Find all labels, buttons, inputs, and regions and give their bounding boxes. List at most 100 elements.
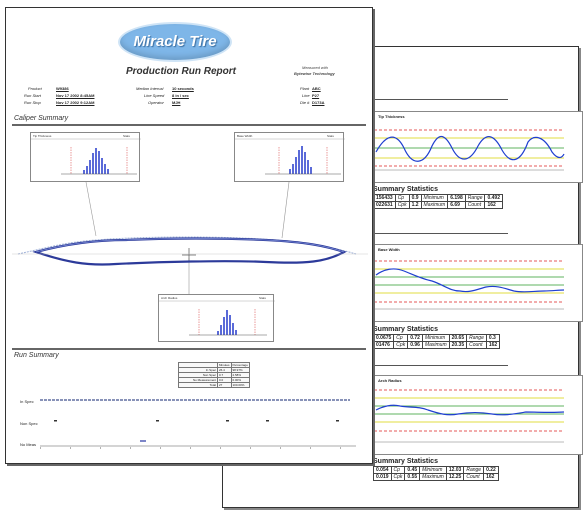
table-cell: 6.198 xyxy=(447,194,466,202)
histogram-state: Stats xyxy=(123,134,130,138)
line-speed-label: Line Speed xyxy=(144,93,165,98)
table-row: Non Spec 0.7 2.58% xyxy=(178,372,250,378)
table-cell: Percentage xyxy=(230,362,250,368)
stats-title: Summary Statistics xyxy=(373,458,438,465)
stats-title: Summary Statistics xyxy=(373,326,438,333)
axis-label-in-spec: In Spec xyxy=(20,399,34,404)
table-cell: Maximum xyxy=(420,201,449,209)
median-value: 10 seconds xyxy=(172,86,194,91)
table-cell: Cpk xyxy=(390,473,406,481)
histogram-name: Tip Thickness xyxy=(33,134,52,138)
table-cell: Range xyxy=(464,194,486,202)
table-cell: 20.35 xyxy=(448,341,468,349)
tip-thickness-histogram: Tip Thickness Stats xyxy=(30,132,141,182)
chart-title: Arch Radius xyxy=(378,378,402,383)
table-cell: 100.00% xyxy=(230,382,250,388)
stats-title: Summary Statistics xyxy=(373,186,438,193)
base-width-stats: 0.0675 Cp 0.72 Minimum 20.65 Range 0.3 0… xyxy=(372,334,501,349)
table-cell: Minimum xyxy=(420,194,449,202)
table-cell: 022631 xyxy=(373,201,396,209)
table-cell: Cp xyxy=(390,466,406,474)
product-label: Product xyxy=(28,86,42,91)
axis-label-non-spec: Non Spec xyxy=(20,421,38,426)
histogram-name: Arch Radius xyxy=(161,296,178,300)
arch-radius-trend xyxy=(374,389,565,443)
line-label: Line xyxy=(302,93,310,98)
operator-value: MJH xyxy=(172,100,181,105)
table-row: 0.054 Cp 0.45 Minimum 12.03 Range 0.22 xyxy=(373,466,499,474)
section-divider xyxy=(368,99,508,100)
table-cell: 01476 xyxy=(372,341,395,349)
table-cell: Minutes xyxy=(217,362,232,368)
line-speed-value: 8 in / sec xyxy=(172,93,189,98)
section-divider xyxy=(12,348,366,350)
table-cell: 0.019 xyxy=(373,473,392,481)
table-cell: 0.0675 xyxy=(372,334,395,342)
table-row: No Measurement 0.0 0.00% xyxy=(178,377,250,383)
run-start-label: Run Start xyxy=(24,93,41,98)
base-width-trend xyxy=(374,260,565,310)
chart-title: Tip Thickness xyxy=(378,114,405,119)
table-cell: 0.3 xyxy=(485,334,501,342)
run-start-value: Nov 17 2002 8:45AM xyxy=(56,93,95,98)
product-value: W9386 xyxy=(56,86,69,91)
table-cell: Cp xyxy=(394,194,410,202)
table-cell: Range xyxy=(463,466,485,474)
histogram-state: Stats xyxy=(327,134,334,138)
base-width-chart: Base Width xyxy=(373,244,583,322)
table-cell: Cp xyxy=(393,334,409,342)
operator-label: Operator xyxy=(148,100,164,105)
table-row: 01476 Cpk 0.96 Maximum 20.35 Count 162 xyxy=(372,341,501,349)
tire-profile-diagram xyxy=(12,181,368,294)
table-cell: Range xyxy=(466,334,487,342)
histogram-bars xyxy=(31,138,141,175)
table-cell: Minimum xyxy=(421,334,450,342)
measured-tech-label: Bytewise Technology xyxy=(294,71,335,76)
tip-thickness-chart: Tip Thickness xyxy=(373,111,583,183)
table-cell: 20.65 xyxy=(448,334,468,342)
table-cell: 162 xyxy=(483,473,499,481)
run-status-timeline xyxy=(40,399,356,449)
tip-thickness-trend xyxy=(374,129,565,171)
histogram-name: Base Width xyxy=(237,134,253,138)
plant-label: Plant xyxy=(300,86,310,91)
die-label: Die # xyxy=(300,100,310,105)
table-cell: 1.2 xyxy=(408,201,422,209)
table-cell: 156433 xyxy=(373,194,396,202)
section-divider xyxy=(368,365,508,366)
table-row: 022631 Cpk 1.2 Maximum 6.69 Count 162 xyxy=(373,201,503,209)
caliper-summary-title: Caliper Summary xyxy=(14,115,69,122)
table-cell: 6.69 xyxy=(447,201,466,209)
table-row: 156433 Cp 0.9 Minimum 6.198 Range 0.492 xyxy=(373,194,503,202)
axis-label-no-meas: No Meas xyxy=(20,442,37,447)
chart-title: Base Width xyxy=(378,247,400,252)
table-cell: 0.492 xyxy=(484,194,503,202)
table-cell: Minimum xyxy=(419,466,447,474)
tip-thickness-stats: 156433 Cp 0.9 Minimum 6.198 Range 0.492 … xyxy=(373,194,503,209)
measured-with-label: Measured with xyxy=(302,65,329,70)
run-summary-title: Run Summary xyxy=(14,352,59,359)
die-value: D173A xyxy=(312,100,325,105)
logo-text: Miracle Tire xyxy=(133,33,217,50)
table-cell: Cpk xyxy=(393,341,409,349)
table-cell: Cpk xyxy=(394,201,410,209)
line-value: P27 xyxy=(312,93,320,98)
table-cell: Maximum xyxy=(419,473,447,481)
table-row: 0.0675 Cp 0.72 Minimum 20.65 Range 0.3 xyxy=(372,334,501,342)
run-stop-label: Run Stop xyxy=(24,100,41,105)
table-cell: 0.45 xyxy=(404,466,421,474)
table-cell: Total xyxy=(178,382,218,388)
histogram-bars xyxy=(159,300,275,336)
table-row: 0.019 Cpk 0.55 Maximum 12.25 Count 162 xyxy=(373,473,499,481)
table-cell: 27 xyxy=(217,382,232,388)
section-divider xyxy=(368,233,508,234)
table-cell: Count xyxy=(463,473,485,481)
plant-value: ABC xyxy=(312,86,321,91)
table-cell: 0.9 xyxy=(408,194,422,202)
table-cell: 12.25 xyxy=(445,473,465,481)
run-summary-table: Minutes Percentage In Spec 26.4 98.97% N… xyxy=(178,362,250,388)
run-stop-value: Nov 17 2002 9:12AM xyxy=(56,100,95,105)
arch-radius-chart: Arch Radius xyxy=(373,375,583,455)
table-cell: 162 xyxy=(484,201,503,209)
table-cell: Maximum xyxy=(421,341,450,349)
